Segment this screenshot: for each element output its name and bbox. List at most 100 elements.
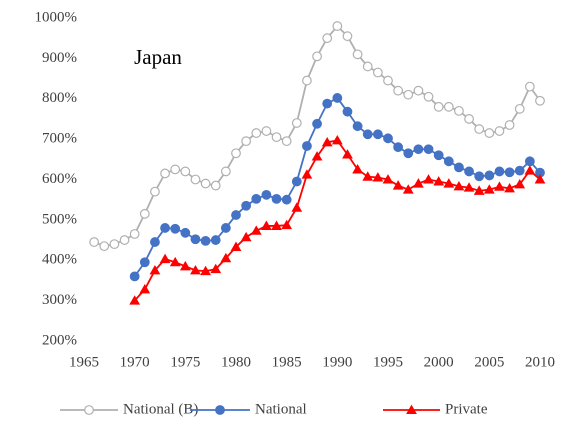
legend-marker xyxy=(84,405,94,415)
annotation: Japan xyxy=(134,45,182,69)
marker xyxy=(393,142,404,153)
marker xyxy=(302,75,312,86)
legend-label: Private xyxy=(445,401,488,417)
marker xyxy=(210,263,222,274)
marker xyxy=(514,178,526,189)
marker xyxy=(352,164,363,174)
marker xyxy=(534,174,546,184)
marker xyxy=(322,98,333,109)
marker xyxy=(372,67,383,78)
marker xyxy=(170,223,181,234)
marker xyxy=(301,169,313,179)
y-tick-label: 700% xyxy=(42,131,77,147)
marker xyxy=(200,265,211,276)
marker xyxy=(240,231,252,242)
x-tick-label: 2005 xyxy=(474,354,504,370)
marker xyxy=(464,114,474,124)
marker xyxy=(403,89,414,100)
marker xyxy=(393,85,404,96)
marker xyxy=(179,260,191,271)
x-tick-label: 1970 xyxy=(120,354,150,370)
marker xyxy=(231,148,241,159)
marker xyxy=(494,126,505,136)
y-tick-label: 500% xyxy=(42,211,77,227)
legend-label: National (B) xyxy=(123,401,198,417)
legend-marker xyxy=(406,404,417,415)
marker xyxy=(362,171,374,181)
marker xyxy=(149,264,161,275)
marker xyxy=(433,176,445,186)
marker xyxy=(433,101,444,112)
marker xyxy=(484,170,495,181)
marker xyxy=(190,174,201,185)
y-tick-label: 900% xyxy=(42,50,77,66)
marker xyxy=(494,166,505,177)
series-line xyxy=(133,139,541,302)
marker xyxy=(524,156,535,167)
legend-marker xyxy=(215,405,225,415)
x-tick-label: 1975 xyxy=(170,354,200,370)
marker xyxy=(342,106,353,117)
marker xyxy=(210,235,221,245)
marker xyxy=(170,164,181,175)
marker xyxy=(159,253,171,264)
marker xyxy=(129,229,140,239)
annotation-box xyxy=(113,40,203,76)
marker xyxy=(190,264,201,275)
marker xyxy=(372,129,383,140)
marker xyxy=(413,85,424,96)
marker xyxy=(514,103,525,114)
marker xyxy=(231,210,241,220)
marker xyxy=(119,235,130,245)
marker xyxy=(413,144,424,155)
marker xyxy=(332,21,343,31)
y-tick-label: 600% xyxy=(42,171,77,187)
marker xyxy=(312,51,322,62)
marker xyxy=(342,31,353,42)
y-tick-label: 1000% xyxy=(35,9,78,25)
marker xyxy=(291,118,302,128)
marker xyxy=(423,144,434,155)
marker xyxy=(504,167,515,178)
marker xyxy=(291,176,302,187)
marker xyxy=(129,295,141,305)
marker xyxy=(291,202,303,212)
marker xyxy=(251,193,262,204)
marker xyxy=(220,166,231,177)
marker xyxy=(331,134,343,145)
legend-label: National xyxy=(255,401,307,417)
marker xyxy=(524,81,535,92)
marker xyxy=(160,223,170,233)
marker xyxy=(261,220,272,230)
marker xyxy=(362,61,373,72)
marker xyxy=(352,121,363,132)
marker xyxy=(423,91,434,102)
marker xyxy=(453,180,465,191)
marker xyxy=(332,93,343,103)
marker xyxy=(180,227,191,238)
marker xyxy=(454,162,464,173)
marker xyxy=(413,178,424,188)
marker xyxy=(473,185,485,195)
marker xyxy=(514,165,525,176)
x-tick-label: 1965 xyxy=(69,354,99,370)
x-tick-label: 1990 xyxy=(322,354,352,370)
marker xyxy=(311,151,323,161)
marker xyxy=(504,183,515,193)
marker xyxy=(524,165,536,175)
marker xyxy=(463,182,475,192)
marker xyxy=(160,168,170,179)
marker xyxy=(383,75,393,86)
marker xyxy=(250,225,262,235)
marker xyxy=(474,171,485,182)
marker xyxy=(169,256,181,267)
x-tick-label: 2010 xyxy=(525,354,555,370)
y-tick-label: 200% xyxy=(42,332,77,348)
marker xyxy=(383,133,393,144)
marker xyxy=(504,120,515,130)
marker xyxy=(443,101,454,112)
marker xyxy=(433,150,444,161)
marker xyxy=(261,189,272,200)
marker xyxy=(200,235,211,246)
marker xyxy=(322,33,333,44)
